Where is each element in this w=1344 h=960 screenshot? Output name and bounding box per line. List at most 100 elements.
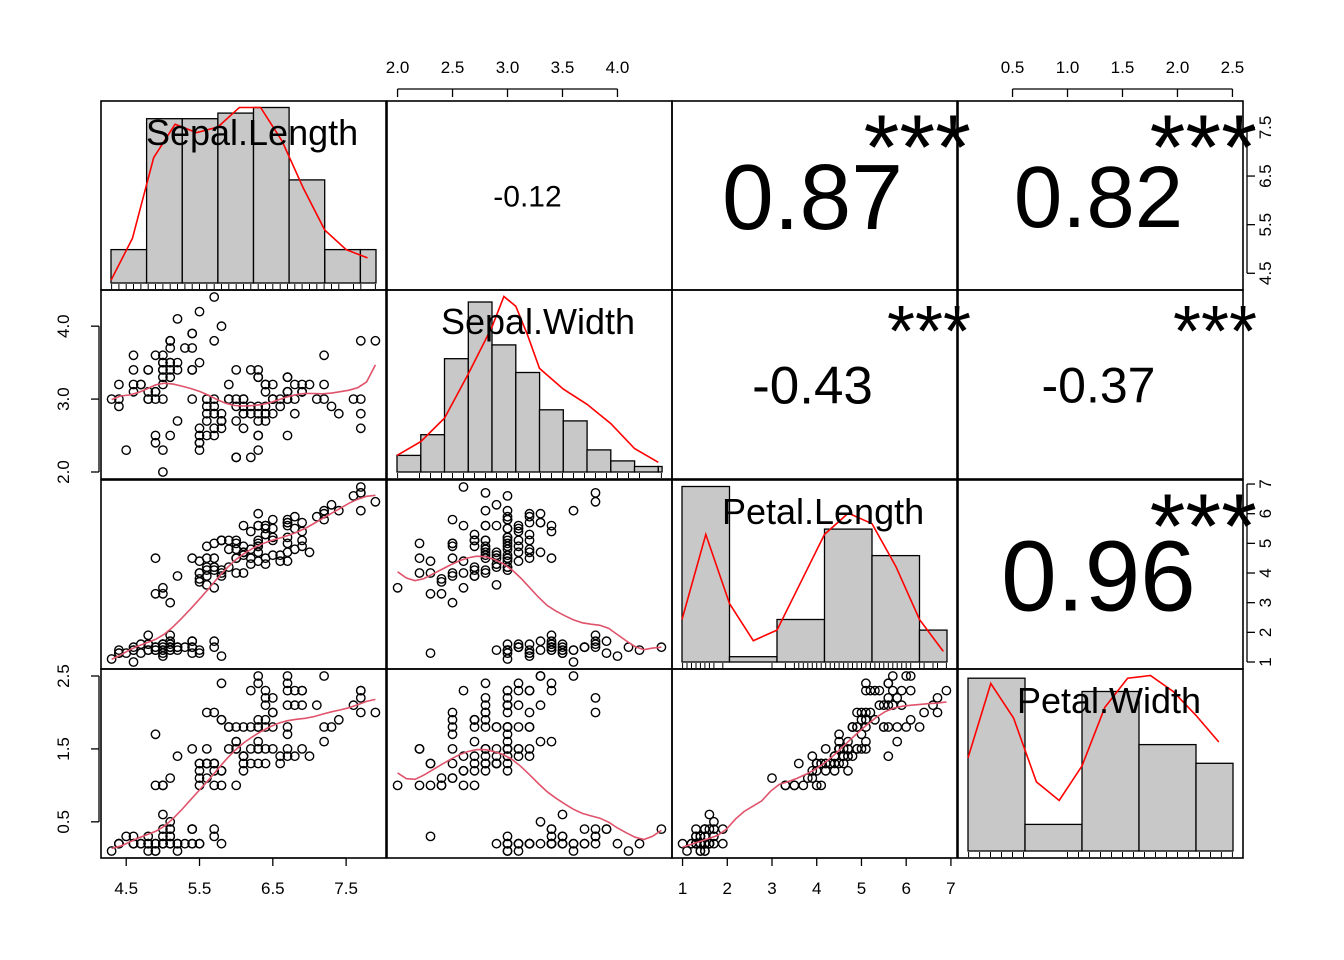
scatter-point xyxy=(524,547,535,558)
top-axis-Petal.Width: 0.5 1.0 1.5 2.0 2.5 xyxy=(1001,58,1244,97)
tick-label: 2.0 xyxy=(386,58,410,77)
scatter-point xyxy=(601,824,612,834)
tick-label: 2 xyxy=(1256,628,1275,637)
scatter-point xyxy=(491,499,502,510)
scatter-point xyxy=(267,514,278,525)
tick-label: 3.5 xyxy=(551,58,575,77)
scatter-point xyxy=(282,729,293,740)
scatter-point xyxy=(590,487,601,498)
scatter-point xyxy=(165,824,176,834)
scatter-point xyxy=(425,780,436,791)
scatter-point xyxy=(469,780,480,791)
scatter-point xyxy=(157,809,168,820)
scatter-point xyxy=(861,736,871,747)
scatter-point xyxy=(267,693,278,703)
significance-stars: *** xyxy=(864,97,971,199)
scatter-point xyxy=(447,571,458,581)
scatter-point xyxy=(282,744,293,754)
scatter-point xyxy=(238,408,249,419)
scatter-point xyxy=(209,565,220,575)
scatter-point xyxy=(546,736,557,747)
scatter-point xyxy=(231,744,242,754)
scatter-point xyxy=(878,722,889,732)
scatter-point xyxy=(491,838,502,849)
scatter-point xyxy=(179,343,190,353)
significance-stars: *** xyxy=(887,292,971,372)
scatter-point xyxy=(700,824,710,834)
scatter-point xyxy=(392,582,403,593)
scatter-point xyxy=(311,394,322,404)
smooth-line xyxy=(111,494,376,661)
diagonal-label-Petal.Width: Petal.Width xyxy=(1017,680,1201,721)
scatter-point xyxy=(150,430,161,441)
scatter-point xyxy=(546,642,557,653)
scatter-point xyxy=(289,751,300,762)
scatter-point xyxy=(245,722,256,732)
scatter-point xyxy=(656,824,667,834)
scatter-point xyxy=(172,357,183,368)
scatter-point xyxy=(355,482,366,492)
scatter-panel-Petal.Width-vs-Petal.Length xyxy=(677,671,952,856)
scatter-point xyxy=(297,517,307,528)
correlation-value: 0.96 xyxy=(1001,521,1196,633)
scatter-point xyxy=(128,350,139,361)
scatter-point xyxy=(194,773,205,783)
scatter-point xyxy=(557,645,568,655)
scatter-point xyxy=(194,556,205,567)
scatter-point xyxy=(157,357,168,368)
scatter-point xyxy=(216,678,227,689)
correlation-value: 0.82 xyxy=(1014,149,1183,246)
scatter-point xyxy=(260,744,271,754)
scatter-point xyxy=(370,707,381,718)
scatter-point xyxy=(535,671,546,681)
scatter-point xyxy=(535,508,546,519)
scatter-point xyxy=(480,693,491,703)
scatter-point xyxy=(253,416,264,426)
scatter-point xyxy=(267,394,278,404)
tick-label: 4.0 xyxy=(606,58,630,77)
scatter-point xyxy=(165,357,176,368)
scatter-point xyxy=(245,408,256,419)
scatter-point xyxy=(106,846,117,856)
scatter-point xyxy=(502,700,513,711)
panel-frame xyxy=(100,668,387,859)
scatter-point xyxy=(187,394,198,404)
scatter-point xyxy=(838,744,849,754)
scatter-point xyxy=(319,722,329,732)
scatter-point xyxy=(187,364,198,375)
scatter-point xyxy=(267,408,278,419)
tick-label: 4.5 xyxy=(1256,261,1275,285)
scatter-panel-Petal.Length-vs-Sepal.Width xyxy=(392,482,667,667)
scatter-point xyxy=(260,408,271,419)
scatter-point xyxy=(128,657,139,667)
scatter-point xyxy=(289,685,300,696)
scatter-point xyxy=(480,700,491,711)
scatter-point xyxy=(513,744,524,754)
scatter-point xyxy=(469,758,480,769)
scatter-point xyxy=(843,751,853,762)
scatter-point xyxy=(355,487,366,498)
scatter-point xyxy=(834,736,844,747)
scatter-point xyxy=(469,736,480,747)
scatter-point xyxy=(355,693,366,703)
scatter-point xyxy=(546,685,557,696)
scatter-point xyxy=(480,751,491,762)
scatter-point xyxy=(546,526,557,537)
scatter-point xyxy=(447,707,458,718)
scatter-point xyxy=(157,645,168,655)
scatter-point xyxy=(458,568,469,578)
rug-marks xyxy=(397,473,662,478)
histogram-bar xyxy=(420,434,446,473)
scatter-point xyxy=(469,562,480,572)
scatter-point xyxy=(425,556,436,567)
scatter-point xyxy=(524,511,535,522)
scatter-point xyxy=(245,559,256,569)
scatter-point xyxy=(502,765,513,776)
scatter-point xyxy=(524,722,535,732)
histogram-bar xyxy=(359,248,377,284)
scatter-point xyxy=(260,523,271,534)
scatter-point xyxy=(524,751,535,762)
density-curve xyxy=(396,295,659,463)
scatter-point xyxy=(209,430,220,441)
scatter-point xyxy=(253,408,264,419)
